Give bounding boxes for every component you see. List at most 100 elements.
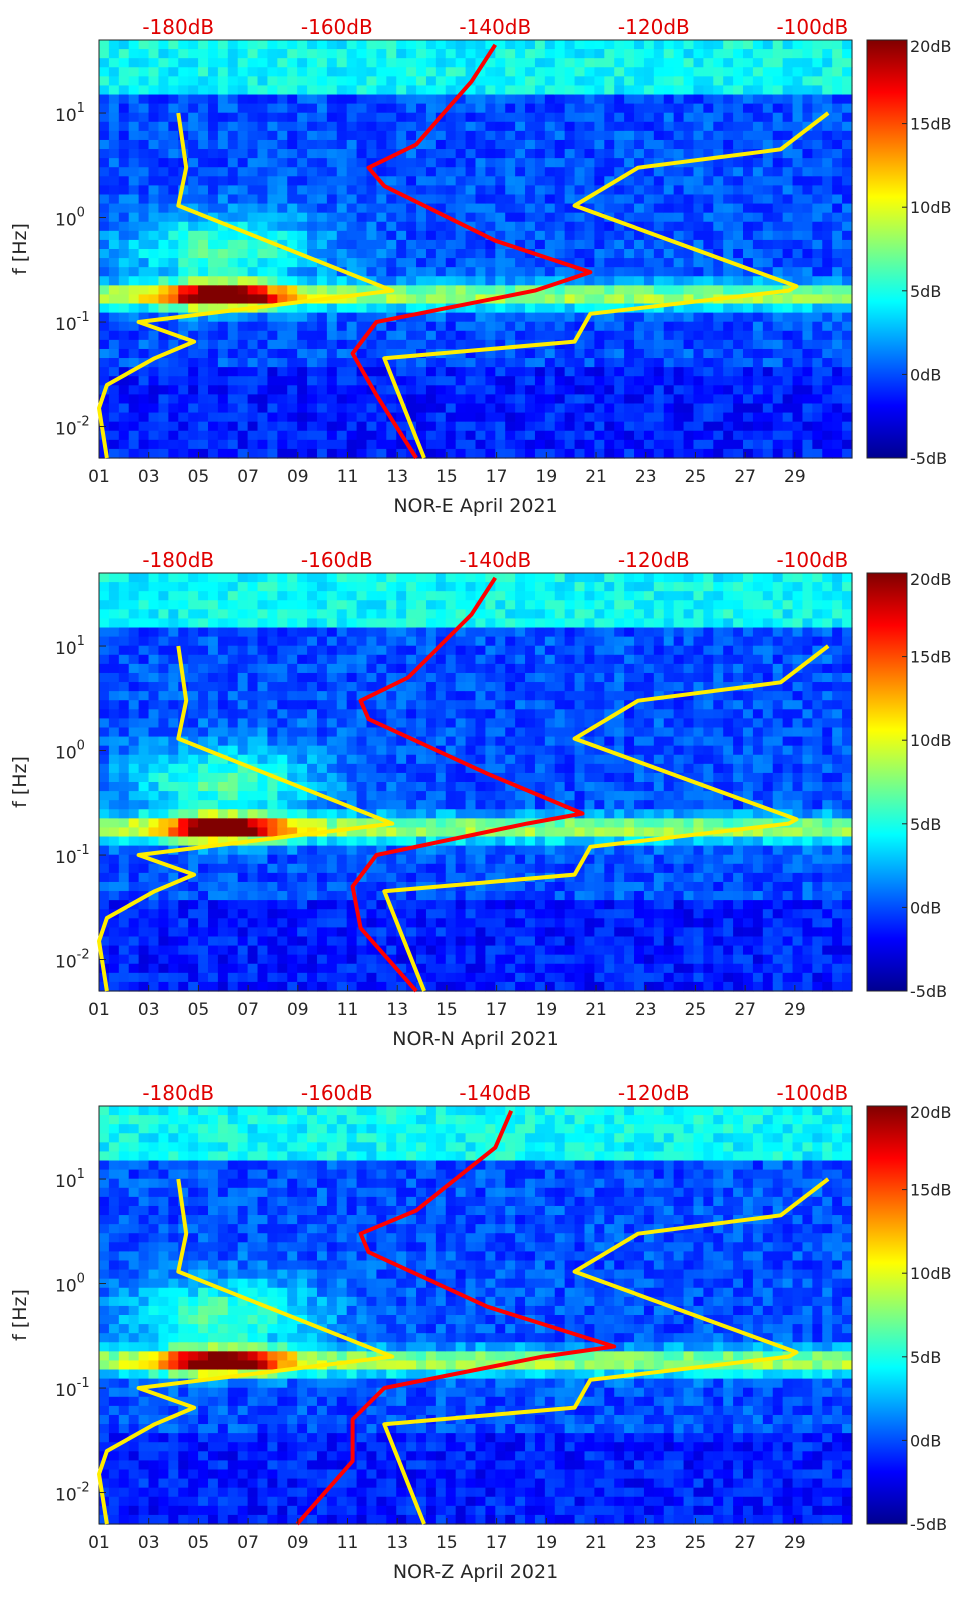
heatmap-cell (138, 249, 150, 259)
heatmap-cell (842, 212, 853, 223)
heatmap-cell (703, 112, 714, 123)
heatmap-cell (168, 963, 179, 974)
heatmap-cell (247, 645, 259, 656)
heatmap-cell (168, 321, 179, 332)
heatmap-cell (762, 130, 774, 141)
heatmap-cell (207, 627, 219, 638)
heatmap-cell (99, 609, 110, 620)
heatmap-cell (594, 130, 605, 141)
heatmap-cell (188, 40, 199, 50)
heatmap-cell (614, 130, 625, 141)
heatmap-cell (465, 85, 477, 96)
heatmap-cell (396, 40, 407, 50)
heatmap-cell (148, 618, 160, 629)
heatmap-cell (316, 927, 328, 938)
heatmap-cell (723, 94, 734, 105)
heatmap-cell (307, 76, 318, 87)
heatmap-cell (376, 439, 387, 450)
heatmap-cell (267, 954, 278, 965)
heatmap-cell (802, 330, 813, 341)
heatmap-cell (287, 763, 298, 774)
heatmap-cell (376, 772, 387, 783)
x-tick-label: 23 (635, 467, 657, 487)
heatmap-cell (267, 881, 278, 892)
heatmap-cell (297, 918, 308, 928)
heatmap-cell (297, 927, 308, 938)
heatmap-cell (297, 736, 308, 747)
heatmap-cell (416, 149, 427, 159)
heatmap-cell (406, 430, 417, 441)
heatmap-cell (366, 645, 378, 656)
heatmap-cell (158, 149, 169, 159)
heatmap-cell (346, 963, 358, 974)
heatmap-cell (743, 249, 754, 259)
heatmap-cell (227, 591, 239, 601)
heatmap-cell (217, 945, 229, 956)
heatmap-cell (663, 239, 675, 250)
heatmap-cell (336, 176, 348, 186)
heatmap-cell (138, 963, 150, 974)
heatmap-cell (812, 385, 823, 395)
heatmap-cell (792, 312, 804, 323)
heatmap-cell (366, 339, 378, 350)
heatmap-cell (505, 167, 516, 177)
heatmap-cell (802, 285, 813, 296)
heatmap-cell (713, 112, 724, 123)
heatmap-cell (713, 158, 724, 168)
heatmap-cell (307, 448, 318, 459)
heatmap-cell (812, 312, 823, 323)
heatmap-cell (168, 112, 179, 123)
heatmap-cell (178, 772, 189, 783)
heatmap-cell (772, 421, 784, 432)
heatmap-cell (673, 130, 685, 141)
heatmap-cell (346, 863, 358, 874)
heatmap-cell (624, 330, 635, 341)
heatmap-cell (356, 881, 368, 892)
heatmap-cell (465, 412, 477, 423)
heatmap-cell (643, 76, 655, 87)
heatmap-cell (386, 763, 397, 774)
heatmap-cell (802, 194, 813, 205)
heatmap-cell (207, 891, 219, 901)
heatmap-cell (386, 700, 397, 710)
heatmap-cell (138, 927, 150, 938)
heatmap-cell (128, 303, 140, 314)
heatmap-cell (207, 239, 219, 250)
heatmap-cell (198, 618, 209, 629)
heatmap-cell (653, 203, 665, 214)
heatmap-cell (752, 358, 764, 368)
heatmap-cell (455, 230, 467, 241)
heatmap-cell (465, 421, 477, 432)
heatmap-cell (515, 258, 526, 268)
heatmap-cell (366, 609, 378, 620)
heatmap-cell (257, 203, 269, 214)
heatmap-cell (723, 185, 734, 196)
heatmap-cell (346, 176, 358, 186)
heatmap-cell (802, 430, 813, 441)
heatmap-cell (376, 809, 387, 819)
heatmap-cell (505, 330, 516, 341)
heatmap-cell (346, 221, 358, 232)
heatmap-cell (237, 573, 249, 583)
heatmap-cell (584, 385, 595, 395)
heatmap-cell (624, 121, 635, 132)
heatmap-cell (108, 863, 120, 874)
heatmap-cell (495, 276, 506, 286)
heatmap-cell (406, 591, 417, 601)
heatmap-cell (247, 158, 259, 168)
heatmap-cell (554, 58, 566, 68)
heatmap-cell (297, 85, 308, 96)
heatmap-cell (207, 636, 219, 647)
heatmap-cell (307, 176, 318, 186)
heatmap-cell (366, 654, 378, 665)
heatmap-cell (316, 909, 328, 919)
heatmap-cell (198, 67, 209, 77)
heatmap-cell (148, 103, 160, 114)
heatmap-cell (564, 40, 576, 50)
heatmap-cell (822, 276, 833, 286)
heatmap-cell (188, 130, 199, 141)
heatmap-cell (713, 421, 724, 432)
heatmap-cell (128, 212, 140, 223)
heatmap-cell (178, 627, 189, 638)
heatmap-cell (376, 727, 387, 738)
